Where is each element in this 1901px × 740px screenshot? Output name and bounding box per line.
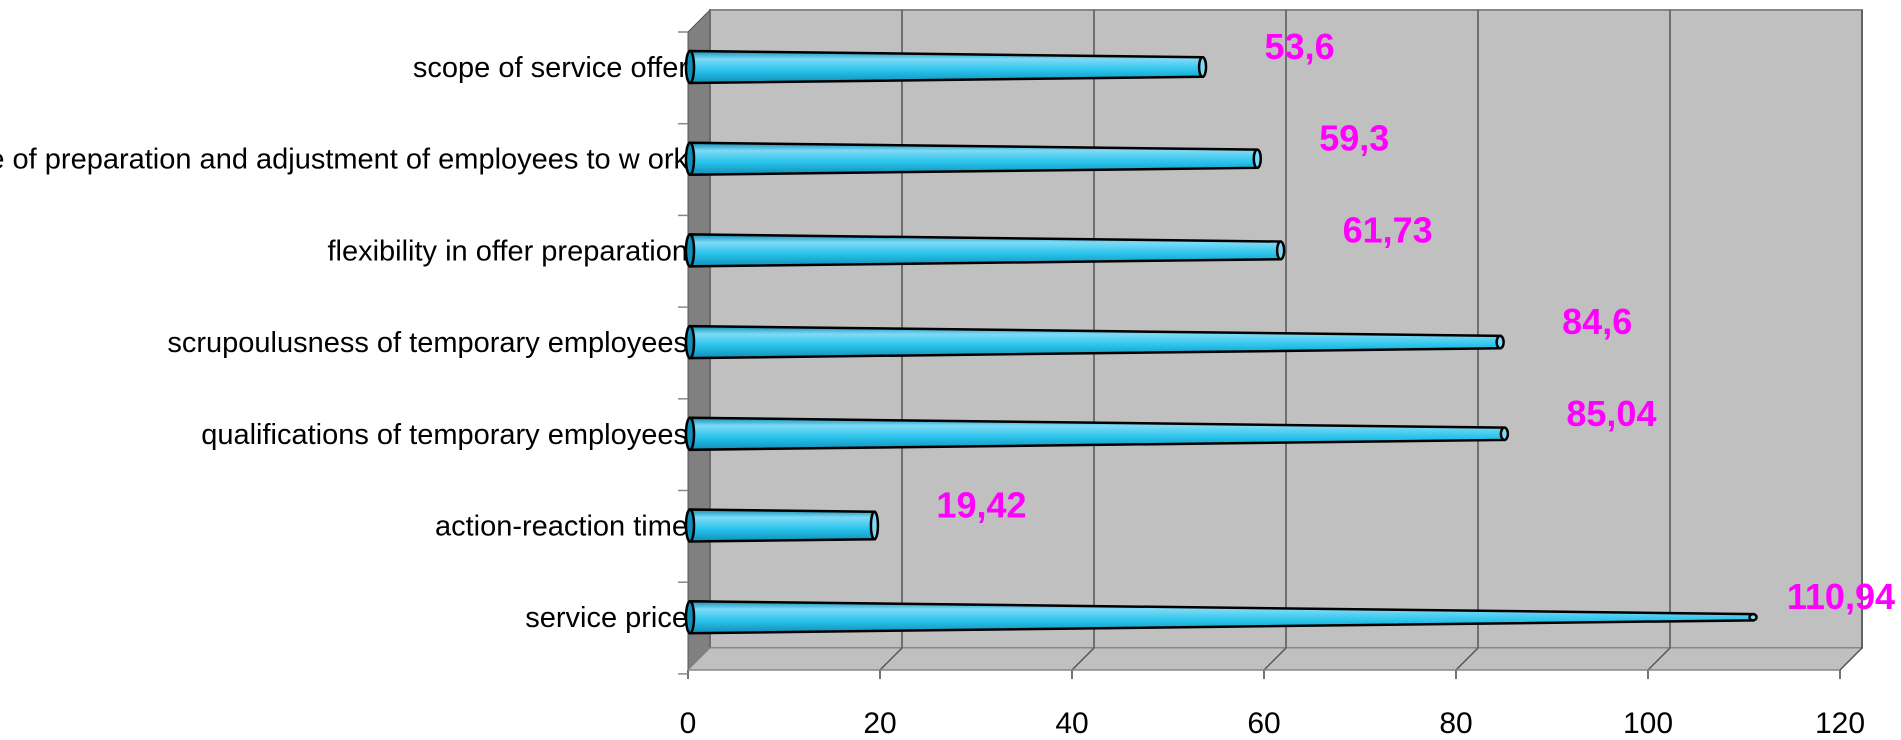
bar-body xyxy=(688,49,1204,85)
x-axis-tick-label: 100 xyxy=(1623,707,1673,740)
bar-base-cap xyxy=(684,508,696,543)
gridline-floor xyxy=(1455,647,1479,671)
category-label: scrupoulusness of temporary employees xyxy=(167,327,688,359)
data-label: 59,3 xyxy=(1319,118,1389,159)
x-axis-tick-label: 20 xyxy=(863,707,896,740)
data-label: 61,73 xyxy=(1343,209,1433,250)
data-label: 84,6 xyxy=(1562,301,1632,342)
bar xyxy=(684,141,1263,176)
x-axis-tick-label: 80 xyxy=(1439,707,1472,740)
gridline-floor xyxy=(1263,647,1287,671)
bar xyxy=(684,324,1505,360)
x-axis-tick-label: 0 xyxy=(680,707,697,740)
bar xyxy=(684,49,1208,85)
category-label: service price xyxy=(525,602,688,634)
gridline-floor xyxy=(879,647,903,671)
data-label: 85,04 xyxy=(1566,393,1656,434)
bar-base-cap xyxy=(684,49,696,85)
bar-base-cap xyxy=(684,324,696,360)
data-label: 19,42 xyxy=(936,485,1026,526)
x-axis-tick-label: 40 xyxy=(1055,707,1088,740)
category-label: flexibility in offer preparation xyxy=(327,235,688,267)
category-labels: scope of service offer time of preparatio… xyxy=(0,52,688,634)
bar-base-cap xyxy=(684,141,696,176)
gridline-floor xyxy=(1071,647,1095,671)
bar xyxy=(684,508,880,543)
bar-end-cap xyxy=(1499,426,1510,442)
x-axis-tick-label: 120 xyxy=(1815,707,1865,740)
bar-base-cap xyxy=(684,416,696,452)
data-label: 110,94 xyxy=(1787,576,1895,617)
bar xyxy=(684,233,1286,268)
bar-end-cap xyxy=(869,510,880,541)
bar xyxy=(684,416,1510,452)
bar-body xyxy=(688,141,1259,176)
gridline-floor xyxy=(1647,647,1671,671)
bar xyxy=(684,599,1758,635)
category-label: qualifications of temporary employees xyxy=(201,419,688,451)
bars xyxy=(684,49,1758,635)
bar-base-cap xyxy=(684,233,696,268)
bar-end-cap xyxy=(1748,612,1758,622)
bar-end-cap xyxy=(1495,334,1505,350)
category-label: scope of service offer xyxy=(413,52,688,84)
bar-end-cap xyxy=(1252,148,1263,170)
data-labels: 53,6 59,3 61,73 84,6 85,04 19,42 110,94 xyxy=(936,26,1895,617)
category-label: time of preparation and adjustment of em… xyxy=(0,144,688,176)
bar-end-cap xyxy=(1275,240,1286,261)
category-label: action-reaction time xyxy=(435,511,688,543)
bar-end-cap xyxy=(1197,55,1208,79)
data-label: 53,6 xyxy=(1265,26,1335,67)
gridline-floor xyxy=(1839,647,1863,671)
x-axis-tick-labels: 0 20 40 60 80 100 120 xyxy=(680,707,1865,740)
bar-base-cap xyxy=(684,599,696,635)
x-axis-tick-label: 60 xyxy=(1247,707,1280,740)
bar-body xyxy=(688,508,876,543)
